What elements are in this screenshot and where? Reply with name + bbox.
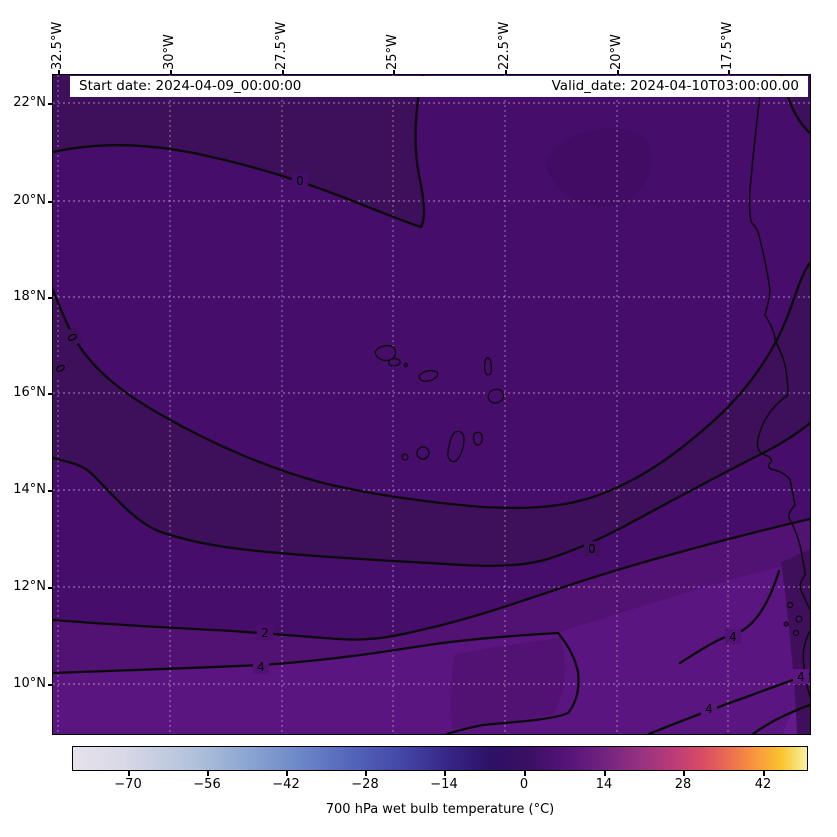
lat-tick-label: 10°N [13,676,46,691]
axis-tick-left [48,297,53,299]
svg-text:0: 0 [588,542,596,556]
svg-text:2: 2 [261,626,269,640]
contour-line-0-band-south [53,421,810,567]
contour-line-0-northwest [53,75,426,229]
contour-label-0-a: 0 [292,173,308,188]
contour-label-0-b: 0 [62,326,83,348]
axis-tick-left [48,103,53,105]
svg-text:4: 4 [705,702,713,716]
island-santiago [447,430,465,463]
fill-region-below-0-northwest [53,75,425,227]
axis-tick-top [505,70,507,75]
lat-tick-label: 14°N [13,482,46,497]
lon-tick-label: 25°W [385,34,400,70]
map-plot-area: 0 0 0 0 2 [52,74,811,735]
colorbar-tick [683,771,685,776]
island-sao-vicente [388,358,401,367]
contour-label-4-b: 4 [725,629,741,644]
colorbar-tick [128,771,130,776]
colorbar-tick-label: −70 [114,777,142,792]
valid-date-text: Valid_date: 2024-04-10T03:00:00.00 [551,78,799,94]
colorbar-tick-label: 0 [519,777,529,792]
svg-text:4: 4 [729,630,737,644]
island-fogo [416,446,430,460]
lon-tick-label: 32.5°W [50,21,65,70]
axis-tick-top [393,70,395,75]
wet-bulb-contour-map: 0 0 0 0 2 [53,75,810,734]
contour-line-0-band-north [53,261,810,510]
lon-tick-label: 20°W [609,34,624,70]
start-date-text: Start date: 2024-04-09_00:00:00 [79,78,302,94]
islets-bijagos [783,601,803,637]
axis-tick-left [48,393,53,395]
colorbar-tick [444,771,446,776]
colorbar-tick-label: −28 [351,777,379,792]
coastline-west-africa [748,94,810,611]
island-maio [472,431,483,446]
island-sal [483,357,493,376]
lon-tick-label: 17.5°W [720,21,735,70]
contour-label-4-c: 4 [793,669,809,684]
lon-tick-label: 30°W [162,34,177,70]
svg-text:4: 4 [797,670,805,684]
axis-tick-left [48,201,53,203]
colorbar-tick [763,771,765,776]
lat-tick-label: 16°N [13,385,46,400]
colorbar-tick [524,771,526,776]
fill-region-above-4 [53,559,810,734]
axis-tick-top [617,70,619,75]
island-santo-antao [374,345,397,362]
colorbar-tick [207,771,209,776]
contour-line-4 [53,631,580,734]
axis-tick-top [170,70,172,75]
axis-tick-left [48,587,53,589]
fill-region-below-0-band [53,263,810,566]
fill-subtle-blob [545,128,652,207]
contour-label-4-d: 4 [701,701,717,716]
contour-label-2: 2 [257,625,273,640]
lat-tick-label: 18°N [13,289,46,304]
axis-tick-top [282,70,284,75]
colorbar-tick-label: −56 [193,777,221,792]
contour-label-0-c: 0 [53,357,71,379]
island-brava [401,453,409,461]
island-sao-nicolau [418,369,439,382]
islands-cape-verde [374,345,505,463]
colorbar-gradient [72,746,808,771]
island-santa-luzia [403,362,409,368]
colorbar-tick-label: 28 [674,777,692,792]
colorbar-tick-label: −42 [272,777,300,792]
axis-tick-left [48,684,53,686]
contour-label-4-a: 4 [253,659,269,674]
lat-tick-label: 12°N [13,579,46,594]
svg-text:0: 0 [296,174,304,188]
colorbar-tick-label: 14 [595,777,613,792]
colorbar-tick [365,771,367,776]
date-banner: Start date: 2024-04-09_00:00:00 Valid_da… [70,76,808,97]
lat-tick-label: 20°N [13,193,46,208]
lon-tick-label: 27.5°W [274,21,289,70]
axis-tick-top [58,70,60,75]
colorbar-tick-label: 42 [754,777,772,792]
lon-tick-label: 22.5°W [497,21,512,70]
lat-tick-label: 22°N [13,95,46,110]
contour-label-0-d: 0 [584,541,600,556]
coastline-southeast-segment [802,630,810,698]
colorbar-axis-label: 700 hPa wet bulb temperature (°C) [325,802,555,817]
axis-tick-top [728,70,730,75]
colorbar-tick [604,771,606,776]
colorbar-tick [286,771,288,776]
svg-text:4: 4 [257,660,265,674]
contour-line-4-coastal-c [751,703,810,734]
fill-tongue-2-4 [450,638,565,729]
contour-line-2 [53,517,810,641]
axis-tick-left [48,490,53,492]
colorbar-tick-label: −14 [430,777,458,792]
island-boa-vista [487,388,505,404]
graticule [53,75,810,734]
contour-line-4-coastal-b [647,672,810,734]
